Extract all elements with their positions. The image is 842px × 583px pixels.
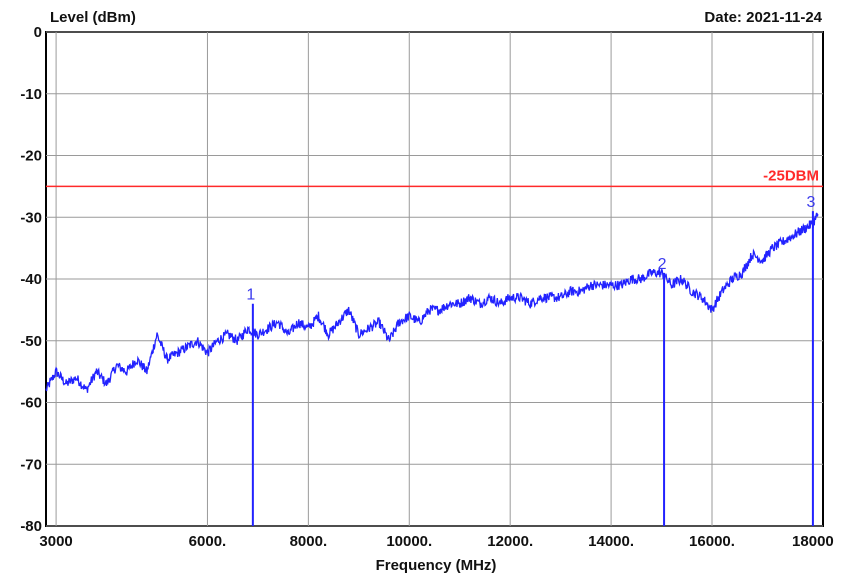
limit-line-group: -25DBM [46, 167, 823, 188]
date-label: Date: 2021-11-24 [704, 9, 822, 26]
marker-group: 1 2 3 [246, 194, 815, 526]
y-tick-label: -30 [20, 209, 42, 226]
series-group [45, 212, 819, 393]
x-tick-label: 3000 [39, 533, 72, 550]
y-tick-label: -40 [20, 271, 42, 288]
x-tick-label: 18000 [792, 533, 834, 550]
y-axis-title: Level (dBm) [50, 9, 136, 26]
y-tick-labels: 0 -10 -20 -30 -40 -50 -60 -70 -80 [20, 24, 42, 535]
x-tick-label: 8000. [290, 533, 328, 550]
x-tick-labels: 3000 6000. 8000. 10000. 12000. 14000. 16000. 18… [39, 533, 833, 550]
y-tick-label: -20 [20, 148, 42, 165]
x-tick-label: 14000. [588, 533, 634, 550]
x-axis-title: Frequency (MHz) [376, 557, 497, 574]
y-tick-label: -70 [20, 456, 42, 473]
x-tick-label: 16000. [689, 533, 735, 550]
y-tick-label: 0 [34, 24, 42, 41]
series-line [45, 212, 819, 393]
x-tick-label: 10000. [386, 533, 432, 550]
x-tick-label: 12000. [487, 533, 533, 550]
limit-line-label: -25DBM [763, 167, 819, 184]
y-tick-label: -50 [20, 333, 42, 350]
marker-label: 3 [806, 194, 815, 211]
grid [46, 31, 823, 527]
y-tick-label: -10 [20, 86, 42, 103]
marker-label: 2 [658, 256, 667, 273]
y-tick-label: -60 [20, 395, 42, 412]
y-tick-label: -80 [20, 518, 42, 535]
marker-label: 1 [246, 287, 255, 304]
x-tick-label: 6000. [189, 533, 227, 550]
